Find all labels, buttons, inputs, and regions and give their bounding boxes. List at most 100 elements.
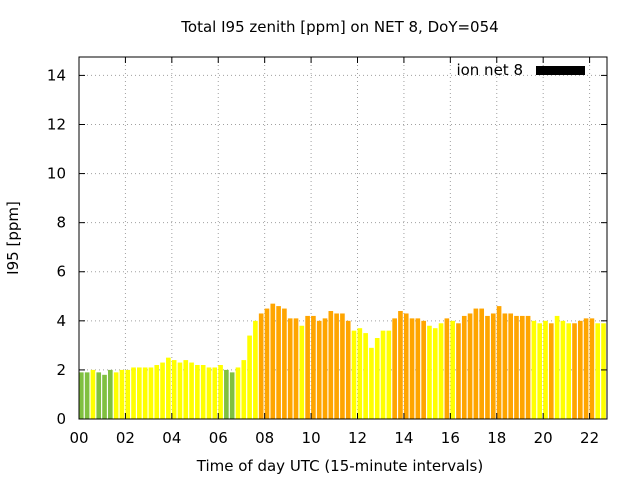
x-tick-label: 04 xyxy=(162,429,181,447)
bar xyxy=(224,369,229,419)
bar xyxy=(253,320,258,419)
bar xyxy=(508,313,514,419)
y-tick-label: 4 xyxy=(56,312,66,330)
bar xyxy=(473,308,479,419)
bar xyxy=(200,365,206,419)
bar xyxy=(386,330,392,419)
x-tick-label: 00 xyxy=(69,429,88,447)
bar xyxy=(583,318,589,419)
bar xyxy=(96,372,102,419)
bar xyxy=(229,372,235,419)
bar xyxy=(577,320,583,419)
bar xyxy=(276,306,281,419)
bar xyxy=(137,367,142,419)
y-tick-label: 2 xyxy=(56,361,66,379)
bar xyxy=(218,365,223,419)
bar xyxy=(166,357,171,419)
bar xyxy=(485,315,490,419)
bar xyxy=(345,320,351,419)
bar xyxy=(241,360,247,419)
bar xyxy=(148,367,154,419)
chart-title: Total I95 zenith [ppm] on NET 8, DoY=054 xyxy=(180,18,498,36)
bar xyxy=(282,308,287,419)
bar xyxy=(392,318,397,419)
y-tick-label: 10 xyxy=(47,165,66,183)
bar xyxy=(490,313,496,419)
bar xyxy=(450,320,455,419)
bar xyxy=(374,338,380,419)
bar xyxy=(595,323,601,419)
bar xyxy=(531,320,537,419)
axis-ticks xyxy=(78,57,607,420)
grid xyxy=(79,57,607,419)
bar xyxy=(171,360,177,419)
bar xyxy=(108,369,113,419)
bar xyxy=(247,335,252,419)
x-tick-label: 02 xyxy=(116,429,135,447)
y-tick-label: 0 xyxy=(56,410,66,428)
bar xyxy=(467,313,473,419)
x-tick-label: 08 xyxy=(255,429,274,447)
bar xyxy=(270,303,276,419)
y-tick-label: 12 xyxy=(47,115,66,133)
bar xyxy=(566,323,572,419)
bar xyxy=(369,347,374,419)
bar xyxy=(258,313,264,419)
bar xyxy=(195,365,200,419)
legend: ion net 8 xyxy=(456,61,585,79)
bar xyxy=(113,372,119,419)
bar xyxy=(479,308,484,419)
y-axis-label: I95 [ppm] xyxy=(4,201,22,275)
bar xyxy=(444,318,450,419)
bar xyxy=(496,306,502,419)
bar xyxy=(119,369,125,419)
bar xyxy=(299,325,305,419)
y-tick-label: 8 xyxy=(56,214,66,232)
bar xyxy=(311,315,316,419)
x-tick-label: 20 xyxy=(534,429,553,447)
bar xyxy=(415,318,421,419)
bar xyxy=(334,313,339,419)
bar xyxy=(572,323,577,419)
bar xyxy=(287,318,293,419)
bar xyxy=(322,318,328,419)
bar xyxy=(235,367,241,419)
bar xyxy=(131,367,136,419)
bar xyxy=(154,365,160,419)
bar xyxy=(432,328,438,419)
bar xyxy=(357,328,363,419)
y-tick-label: 6 xyxy=(56,263,66,281)
bar xyxy=(212,367,218,419)
y-tick-labels: 0 2 4 6 8 10 12 14 xyxy=(47,66,66,428)
x-axis-label: Time of day UTC (15-minute intervals) xyxy=(196,457,483,475)
bar xyxy=(502,313,508,419)
bars xyxy=(79,303,606,419)
bar xyxy=(421,320,426,419)
bar xyxy=(548,323,554,419)
bar xyxy=(102,374,107,419)
bar xyxy=(427,325,432,419)
bar xyxy=(84,372,90,419)
bar xyxy=(340,313,345,419)
bar xyxy=(461,315,467,419)
x-tick-labels: 00 02 04 06 08 10 12 14 16 18 20 22 xyxy=(69,429,599,447)
bar xyxy=(560,320,566,419)
bar xyxy=(183,360,189,419)
bar xyxy=(589,318,595,419)
legend-swatch xyxy=(536,66,585,75)
x-tick-label: 10 xyxy=(302,429,321,447)
bar xyxy=(328,311,334,419)
bar xyxy=(543,320,548,419)
bar xyxy=(125,369,131,419)
bar xyxy=(514,315,519,419)
x-tick-label: 14 xyxy=(394,429,413,447)
x-tick-label: 18 xyxy=(487,429,506,447)
bar xyxy=(79,372,84,419)
bar xyxy=(456,323,461,419)
bar xyxy=(398,311,403,419)
bar xyxy=(316,320,322,419)
bar xyxy=(90,369,96,419)
x-tick-label: 16 xyxy=(441,429,460,447)
bar xyxy=(519,315,525,419)
